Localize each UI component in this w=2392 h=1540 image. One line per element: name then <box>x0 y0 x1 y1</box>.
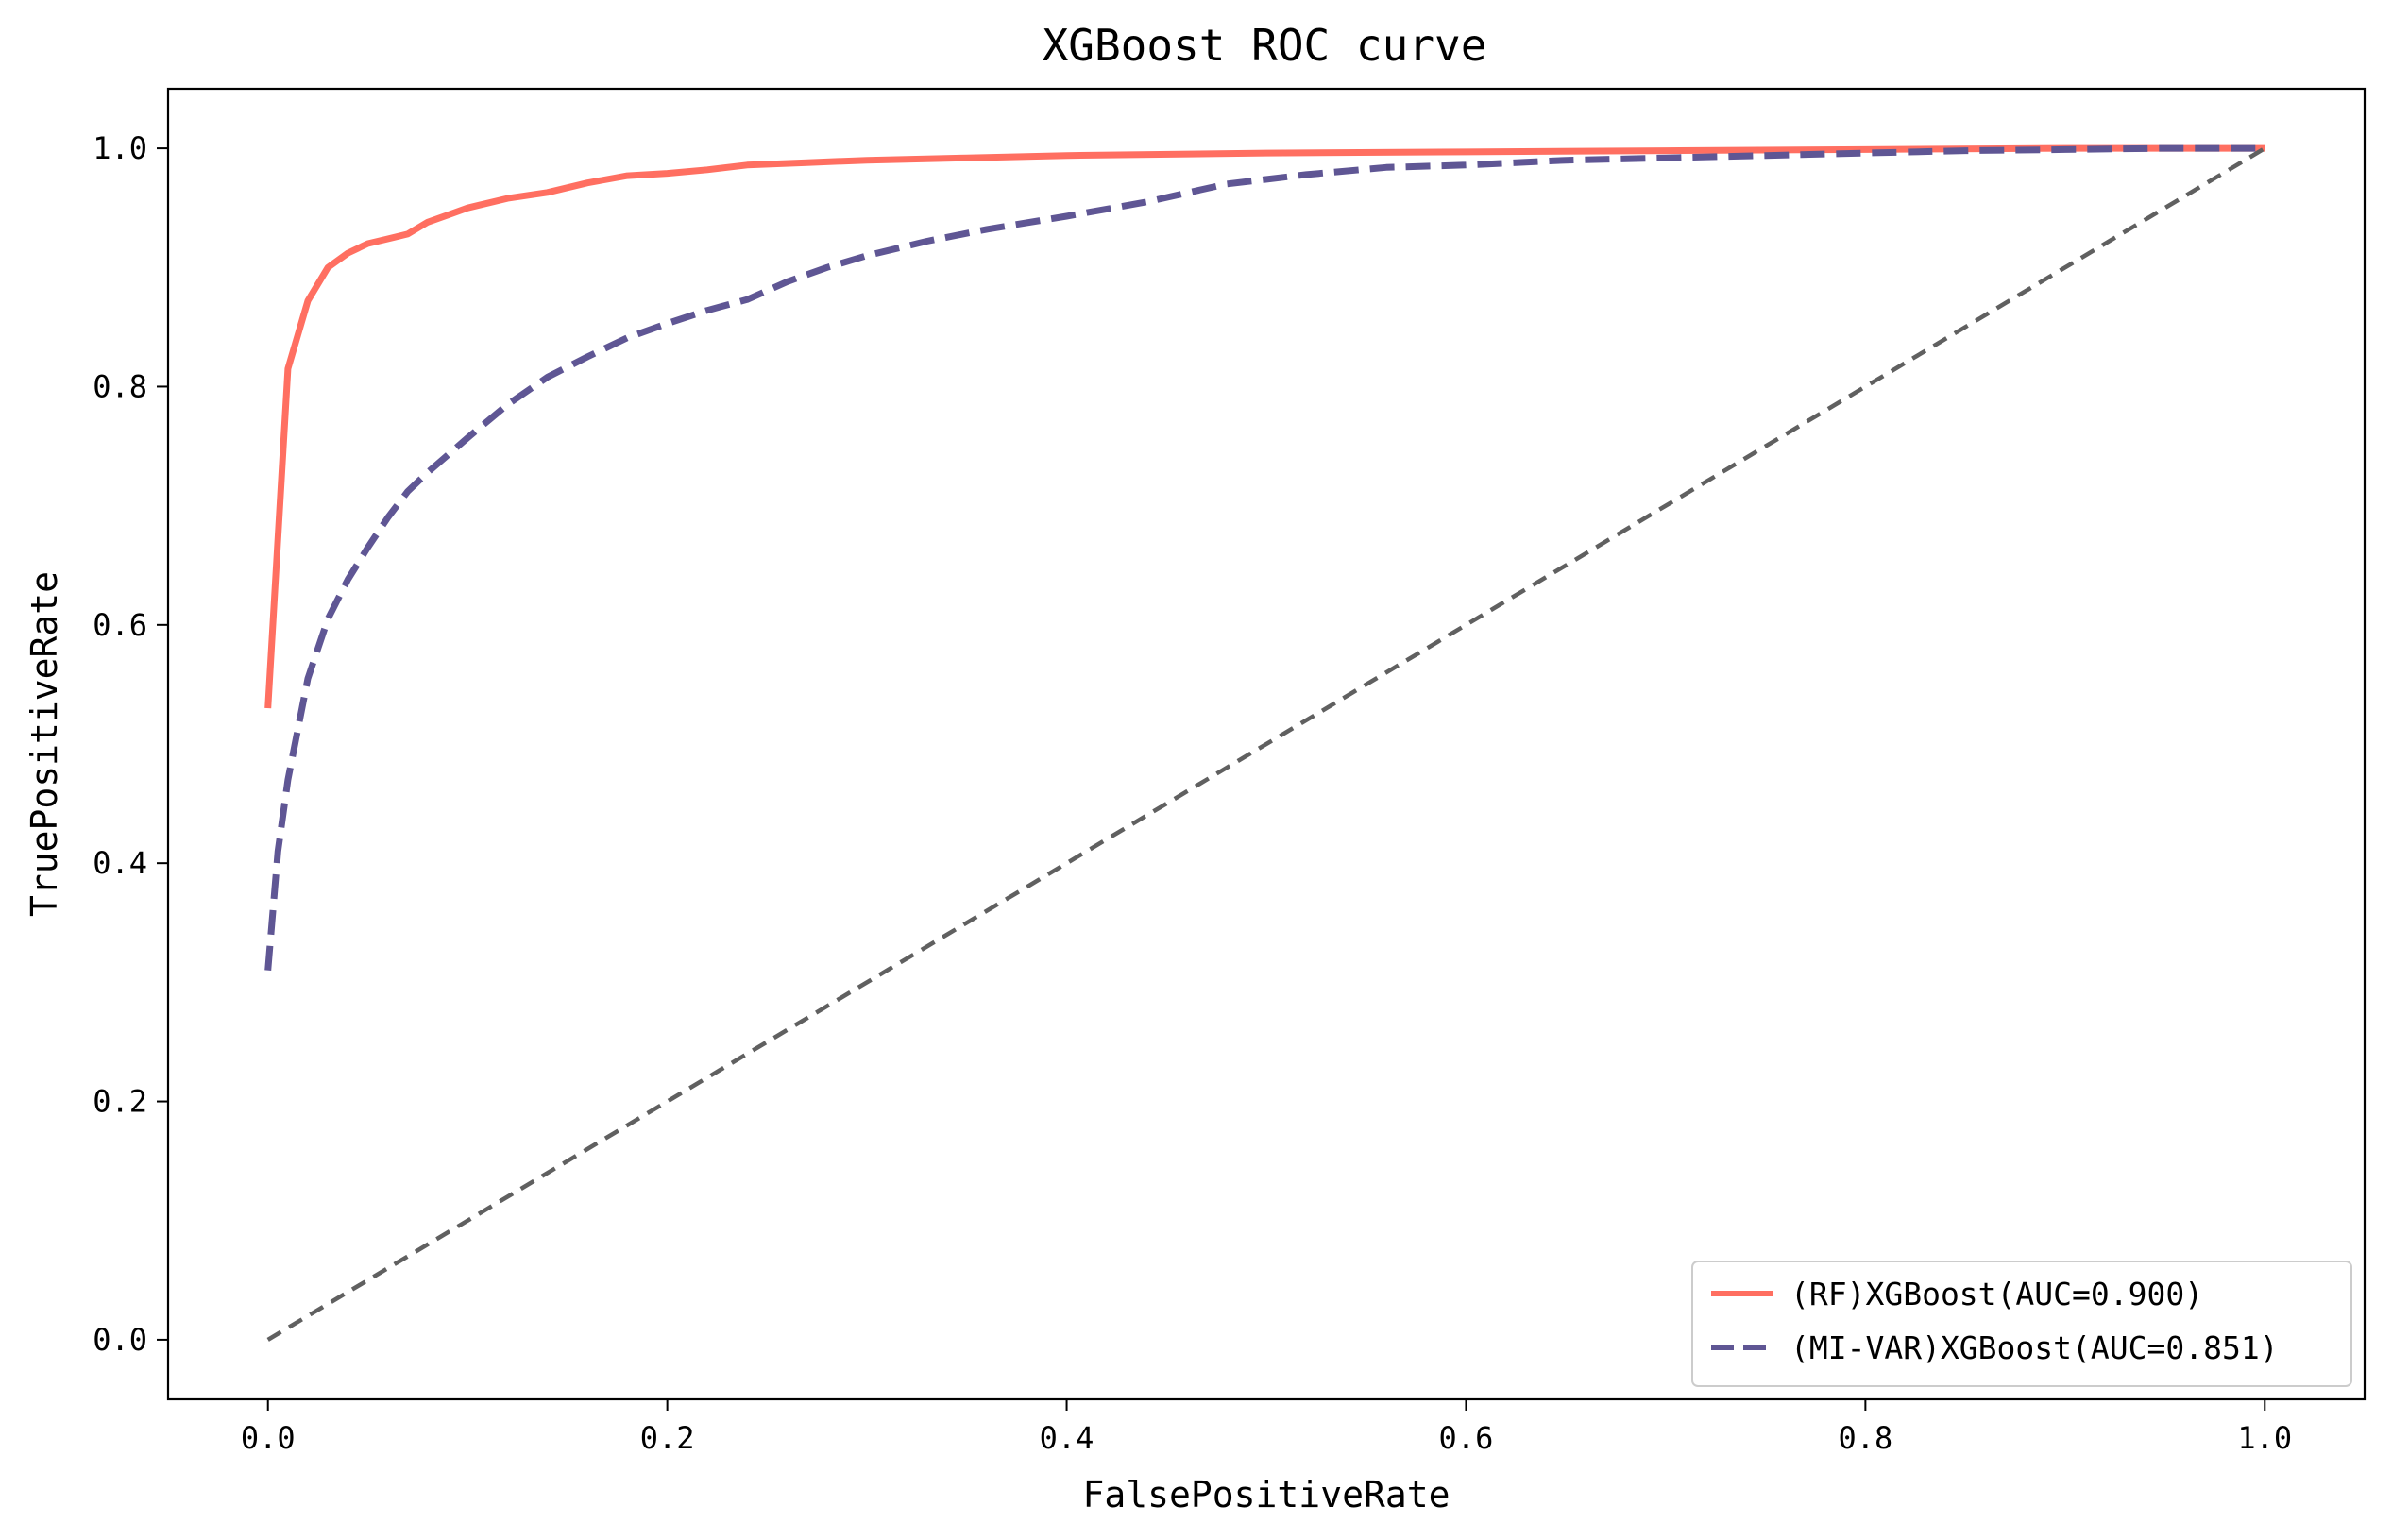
y-tick-label: 0.2 <box>93 1084 147 1120</box>
legend-label-rf: (RF)XGBoost(AUC=0.900) <box>1790 1276 2203 1312</box>
chart-title: XGBoost ROC curve <box>1043 20 1487 71</box>
chance-diagonal-line <box>266 146 2266 1342</box>
x-tick-label: 0.2 <box>640 1420 695 1456</box>
y-tick-label: 0.4 <box>93 845 147 881</box>
series-line-mi-var <box>264 144 2265 971</box>
legend: (RF)XGBoost(AUC=0.900) (MI-VAR)XGBoost(A… <box>1691 1261 2352 1387</box>
y-tick-label: 1.0 <box>93 130 147 166</box>
x-axis-ticks: 0.0 0.2 0.4 0.6 0.8 1.0 <box>241 1399 2292 1456</box>
series-line-rf <box>264 144 2265 709</box>
x-tick-label: 0.8 <box>1838 1420 1892 1456</box>
series-layer <box>264 144 2266 1342</box>
x-tick-label: 0.6 <box>1439 1420 1494 1456</box>
plot-area-frame <box>166 87 2367 1401</box>
y-axis-ticks: 0.0 0.2 0.4 0.6 0.8 1.0 <box>93 130 168 1358</box>
x-axis-label: FalsePositiveRate <box>1083 1474 1450 1515</box>
x-tick-label: 0.4 <box>1040 1420 1094 1456</box>
y-tick-label: 0.6 <box>93 607 147 643</box>
legend-label-mi-var: (MI-VAR)XGBoost(AUC=0.851) <box>1790 1329 2279 1366</box>
y-tick-label: 0.0 <box>93 1322 147 1358</box>
x-tick-label: 0.0 <box>241 1420 296 1456</box>
x-tick-label: 1.0 <box>2237 1420 2292 1456</box>
y-tick-label: 0.8 <box>93 368 147 404</box>
legend-box <box>1691 1261 2352 1387</box>
y-axis-label: TruePositiveRate <box>24 571 65 917</box>
